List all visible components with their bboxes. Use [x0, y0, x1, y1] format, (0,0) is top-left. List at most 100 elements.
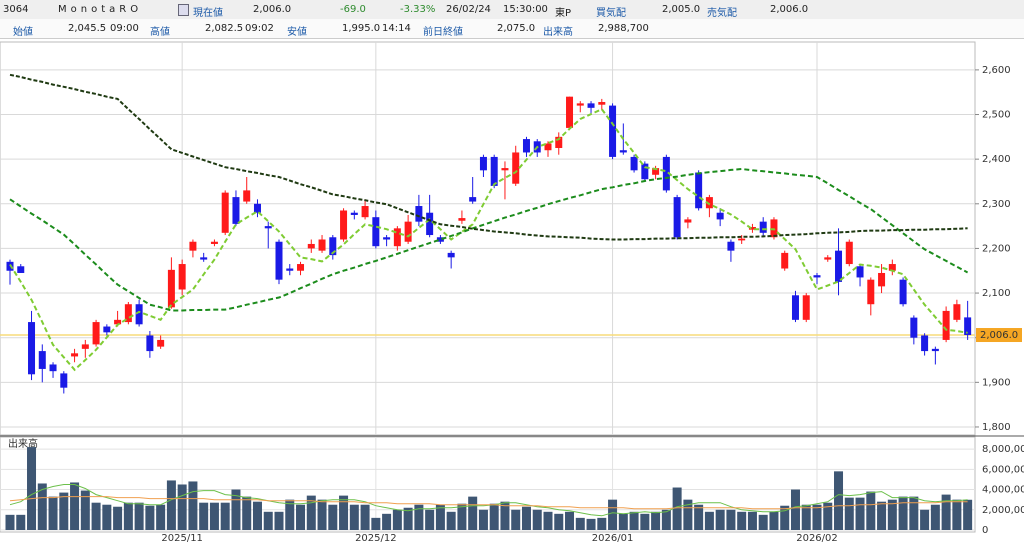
value: 2,075.0 — [497, 23, 536, 34]
volume-bar — [866, 491, 876, 530]
candle-body — [60, 373, 68, 388]
candle-body — [146, 335, 154, 352]
volume-bar — [296, 504, 306, 530]
volume-bar — [812, 504, 822, 530]
candle-body — [135, 304, 143, 325]
value: 2,006.0 — [253, 4, 292, 15]
chart: 1,8001,9002,0002,1002,2002,3002,4002,500… — [0, 41, 1024, 544]
candle-body — [835, 250, 843, 282]
y-tick-label: 2,100 — [982, 288, 1011, 299]
volume-bar — [339, 495, 349, 530]
candle-body — [910, 317, 918, 338]
y-tick-label: 2,000,000 — [982, 505, 1024, 516]
candle-body — [652, 168, 660, 175]
volume-bar — [823, 502, 833, 530]
volume-bar — [898, 496, 908, 530]
change-pct: -3.33% — [400, 4, 436, 15]
label: 前日終値 — [423, 27, 463, 38]
volume-bar — [629, 511, 639, 530]
price-panel — [0, 41, 976, 436]
volume-bar — [877, 501, 887, 530]
time: 09:00 — [110, 23, 139, 34]
candle-body — [479, 156, 487, 171]
candle-body — [340, 210, 348, 240]
volume-bar — [511, 509, 521, 530]
volume-bar — [543, 511, 553, 530]
volume-bar — [156, 504, 166, 530]
candle-body — [921, 335, 929, 352]
quote-header: 3064 MonotaRO 現在値 2,006.0 -69.0 -3.33% 2… — [0, 0, 1024, 39]
volume-bar — [263, 511, 273, 530]
quote-row: 始値 2,045.5 09:00 高値 2,082.5 09:02 安値 1,9… — [0, 19, 1024, 39]
candle-body — [264, 226, 272, 229]
volume-bar — [930, 504, 940, 530]
volume-bar — [274, 511, 284, 530]
value: 2,988,700 — [598, 23, 649, 34]
volume-bar — [252, 501, 262, 530]
volume-bar — [166, 480, 176, 530]
volume-bar — [769, 511, 779, 530]
icon[interactable] — [178, 4, 189, 16]
volume-bar — [91, 502, 101, 530]
volume-bar — [177, 484, 187, 530]
candle-body — [393, 228, 401, 247]
volume-bar — [382, 513, 392, 530]
candle-body — [748, 227, 756, 230]
volume-bar — [941, 494, 951, 530]
value: 2,082.5 — [205, 23, 244, 34]
candle-body — [738, 238, 746, 241]
volume-bar — [565, 511, 575, 530]
candle-body — [232, 197, 240, 224]
candle-body — [791, 295, 799, 320]
candle-body — [124, 304, 132, 323]
volume-bar — [651, 511, 661, 530]
volume-bar — [349, 504, 359, 530]
volume-bar — [414, 504, 424, 530]
candle-body — [318, 239, 326, 251]
candle-body — [92, 322, 100, 345]
volume-bar — [640, 513, 650, 530]
volume-bar — [134, 502, 144, 530]
market: 東P — [555, 8, 572, 19]
candle-body — [716, 212, 724, 220]
candle-body — [878, 272, 886, 287]
candle-body — [824, 257, 832, 260]
candle-body — [404, 221, 412, 242]
candle-body — [350, 212, 358, 215]
candle-body — [71, 353, 79, 357]
candle-body — [436, 237, 444, 242]
candle-body — [576, 103, 584, 106]
candle-body — [867, 279, 875, 305]
candle-body — [447, 252, 455, 258]
y-tick-label: 1,900 — [982, 377, 1011, 388]
volume-bar — [608, 499, 618, 530]
candle-body — [210, 241, 218, 244]
candle-body — [114, 319, 122, 325]
volume-bar — [242, 496, 252, 530]
candle-body — [856, 266, 864, 278]
volume-bar — [489, 503, 499, 530]
y-tick-label: 1,800 — [982, 422, 1011, 433]
y-tick-label: 2,600 — [982, 65, 1011, 76]
candle-body — [383, 237, 391, 240]
y-tick-label: 4,000,000 — [982, 485, 1024, 496]
candle-body — [361, 206, 369, 218]
volume-bar — [801, 504, 811, 530]
volume-bar — [920, 509, 930, 530]
candle-body — [953, 304, 961, 320]
candle-body — [705, 197, 713, 209]
candle-body — [684, 219, 692, 223]
volume-bar — [70, 482, 80, 530]
volume-bar — [403, 507, 413, 530]
volume-bar — [952, 499, 962, 530]
volume-bar — [27, 447, 37, 530]
label: 売気配 — [707, 8, 737, 19]
candle-body — [103, 326, 111, 333]
candle-body — [727, 241, 735, 251]
volume-bar — [199, 502, 209, 530]
volume-bar — [963, 499, 973, 530]
time: 09:02 — [245, 23, 274, 34]
time: 15:30:00 — [503, 4, 548, 15]
time: 14:14 — [382, 23, 411, 34]
quote-row: 3064 MonotaRO 現在値 2,006.0 -69.0 -3.33% 2… — [0, 0, 1024, 20]
